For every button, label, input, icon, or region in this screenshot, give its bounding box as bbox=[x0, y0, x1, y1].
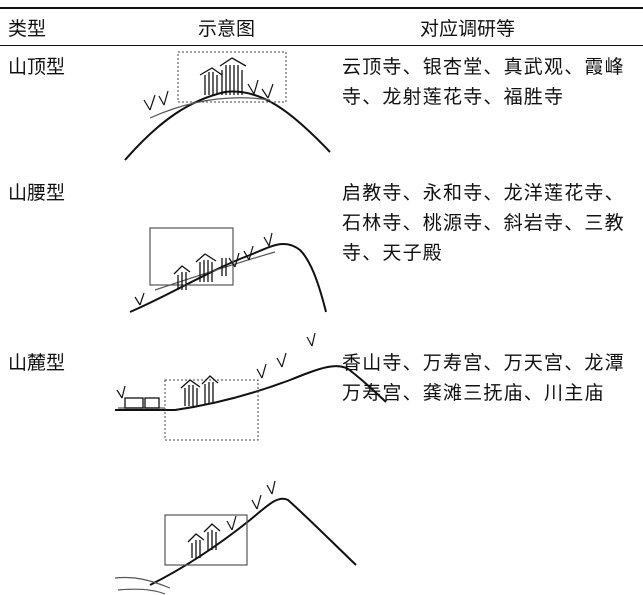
header-cell: 类型 bbox=[8, 18, 47, 40]
header-cell: 示意图 bbox=[198, 18, 256, 40]
sketch-foothill bbox=[115, 332, 387, 441]
header-rule bbox=[0, 45, 643, 46]
type-cell: 山麓型 bbox=[8, 352, 66, 374]
sketch-hilltop bbox=[124, 51, 331, 161]
type-cell: 山腰型 bbox=[8, 182, 66, 204]
top-rule bbox=[0, 7, 643, 9]
sites-cell: 启教寺、永和寺、龙洋莲花寺、石林寺、桃源寺、斜岩寺、三教寺、天子殿 bbox=[342, 182, 625, 264]
sketch-midslope bbox=[129, 227, 327, 313]
sketch-foothill-water bbox=[114, 480, 357, 595]
sites-cell: 香山寺、万寿宫、万天宫、龙潭万寿宫、龚滩三抚庙、川主庙 bbox=[342, 352, 625, 404]
type-cell: 山顶型 bbox=[8, 56, 66, 78]
header-cell: 对应调研等 bbox=[420, 18, 516, 40]
sites-cell: 云顶寺、银杏堂、真武观、霞峰寺、龙射莲花寺、福胜寺 bbox=[342, 56, 625, 108]
